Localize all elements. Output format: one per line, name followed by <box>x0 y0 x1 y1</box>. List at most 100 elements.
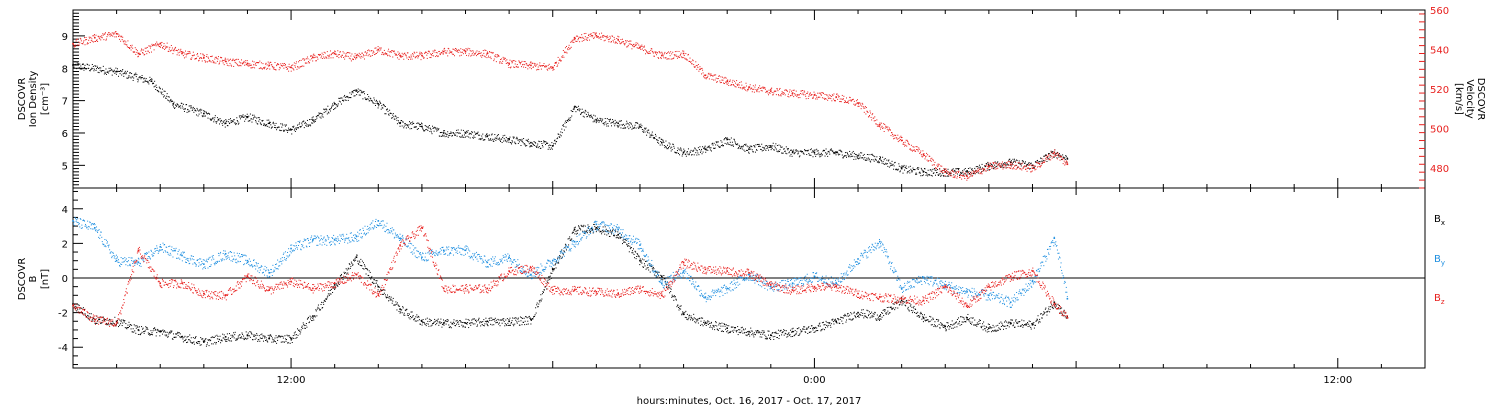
velocity-sample <box>184 54 185 55</box>
velocity-sample <box>163 46 164 47</box>
ion-density-sample <box>803 153 804 154</box>
velocity-sample <box>295 63 296 64</box>
ion-density-sample <box>121 75 122 76</box>
bx-sample <box>231 335 232 336</box>
velocity-sample <box>657 52 658 53</box>
velocity-sample <box>733 84 734 85</box>
ion-density-sample <box>774 146 775 147</box>
ion-density-sample <box>194 108 195 109</box>
ion-density-sample <box>891 165 892 166</box>
velocity-sample <box>476 55 477 56</box>
velocity-sample <box>938 165 939 166</box>
bx-sample <box>136 328 137 329</box>
ion-density-sample <box>539 141 540 142</box>
ion-density-sample <box>797 153 798 154</box>
ion-density-sample <box>505 141 506 142</box>
velocity-sample <box>945 168 946 169</box>
velocity-sample <box>585 36 586 37</box>
velocity-sample <box>299 60 300 61</box>
ion-density-sample <box>556 141 557 142</box>
velocity-sample <box>584 39 585 40</box>
velocity-sample <box>864 108 865 109</box>
velocity-sample <box>231 66 232 67</box>
ion-density-sample <box>886 164 887 165</box>
velocity-sample <box>761 87 762 88</box>
ion-density-sample <box>549 147 550 148</box>
ion-density-sample <box>550 149 551 150</box>
ion-density-sample <box>703 152 704 153</box>
bx-sample <box>165 332 166 333</box>
ion-density-sample <box>782 147 783 148</box>
ion-density-point <box>530 142 532 144</box>
ion-density-sample <box>957 168 958 169</box>
velocity-sample <box>871 119 872 120</box>
ion-density-sample <box>987 162 988 163</box>
velocity-sample <box>842 95 843 96</box>
ion-density-sample <box>752 149 753 150</box>
ion-density-sample <box>669 146 670 147</box>
velocity-sample <box>576 41 577 42</box>
velocity-sample <box>140 54 141 55</box>
ion-density-sample <box>620 121 621 122</box>
ion-density-sample <box>888 160 889 161</box>
velocity-sample <box>454 55 455 56</box>
bx-sample <box>263 341 264 342</box>
ion-density-sample <box>549 145 550 146</box>
ion-density-sample <box>602 120 603 121</box>
ion-density-sample <box>495 140 496 141</box>
bx-sample <box>199 343 200 344</box>
ion-density-sample <box>623 128 624 129</box>
velocity-point <box>726 80 728 82</box>
velocity-sample <box>985 165 986 166</box>
velocity-sample <box>436 52 437 53</box>
ion-density-sample <box>606 126 607 127</box>
bx-sample <box>310 316 311 317</box>
ion-density-sample <box>332 103 333 104</box>
ion-density-sample <box>223 122 224 123</box>
velocity-sample <box>782 91 783 92</box>
ion-density-sample <box>671 147 672 148</box>
velocity-sample <box>1050 159 1051 160</box>
ion-density-sample <box>316 116 317 117</box>
velocity-sample <box>932 159 933 160</box>
velocity-sample <box>787 91 788 92</box>
ion-density-sample <box>351 94 352 95</box>
velocity-sample <box>716 82 717 83</box>
ion-density-sample <box>780 149 781 150</box>
ion-density-sample <box>872 154 873 155</box>
velocity-sample <box>911 145 912 146</box>
ion-density-sample <box>275 127 276 128</box>
velocity-sample <box>266 69 267 70</box>
velocity-sample <box>652 51 653 52</box>
ion-density-sample <box>1005 162 1006 163</box>
bx-sample <box>128 322 129 323</box>
velocity-sample <box>614 39 615 40</box>
velocity-sample <box>367 50 368 51</box>
ion-density-sample <box>496 138 497 139</box>
ion-density-sample <box>254 115 255 116</box>
ion-density-sample <box>986 163 987 164</box>
ion-density-sample <box>900 170 901 171</box>
ion-density-sample <box>743 150 744 151</box>
bx-point <box>726 327 728 329</box>
velocity-sample <box>1063 158 1064 159</box>
ion-density-sample <box>267 126 268 127</box>
ion-density-sample <box>534 145 535 146</box>
velocity-sample <box>86 39 87 40</box>
ion-density-sample <box>356 89 357 90</box>
ion-density-sample <box>290 130 291 131</box>
velocity-sample <box>456 49 457 50</box>
bx-sample <box>125 327 126 328</box>
ion-density-sample <box>1047 157 1048 158</box>
ion-density-sample <box>114 73 115 74</box>
ion-density-sample <box>296 129 297 130</box>
bx-sample <box>376 283 377 284</box>
velocity-sample <box>1063 163 1064 164</box>
velocity-sample <box>996 163 997 164</box>
velocity-sample <box>192 55 193 56</box>
bx-sample <box>176 337 177 338</box>
ion-density-sample <box>806 150 807 151</box>
bx-sample <box>439 322 440 323</box>
velocity-sample <box>611 41 612 42</box>
ion-density-sample <box>802 151 803 152</box>
